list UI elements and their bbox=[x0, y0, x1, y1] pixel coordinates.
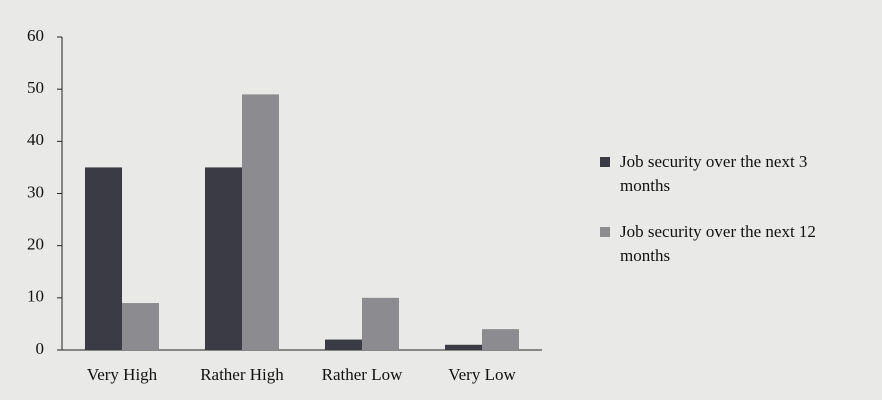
x-tick-label: Very High bbox=[87, 365, 158, 384]
legend-item: Job security over the next 3 months bbox=[600, 150, 820, 198]
legend-swatch bbox=[600, 227, 610, 237]
y-tick-label: 40 bbox=[27, 130, 44, 149]
legend-item: Job security over the next 12 months bbox=[600, 220, 820, 268]
bar bbox=[362, 297, 399, 350]
y-tick-label: 30 bbox=[27, 182, 44, 201]
y-tick-label: 10 bbox=[27, 287, 44, 306]
x-tick-label: Rather High bbox=[200, 365, 284, 384]
y-tick-label: 20 bbox=[27, 235, 44, 254]
legend-label: Job security over the next 3 months bbox=[620, 152, 808, 195]
x-tick-label: Rather Low bbox=[322, 365, 403, 384]
y-tick-label: 0 bbox=[36, 339, 45, 358]
bar bbox=[482, 329, 519, 350]
bar bbox=[325, 339, 362, 350]
legend-swatch bbox=[600, 157, 610, 167]
x-tick-label: Very Low bbox=[448, 365, 516, 384]
legend-label: Job security over the next 12 months bbox=[620, 222, 816, 265]
bar bbox=[205, 167, 242, 350]
bar bbox=[242, 94, 279, 350]
y-tick-label: 60 bbox=[27, 26, 44, 45]
bar bbox=[85, 167, 122, 350]
legend: Job security over the next 3 months Job s… bbox=[600, 150, 820, 290]
bar bbox=[445, 344, 482, 350]
bar bbox=[122, 303, 159, 350]
y-tick-label: 50 bbox=[27, 78, 44, 97]
